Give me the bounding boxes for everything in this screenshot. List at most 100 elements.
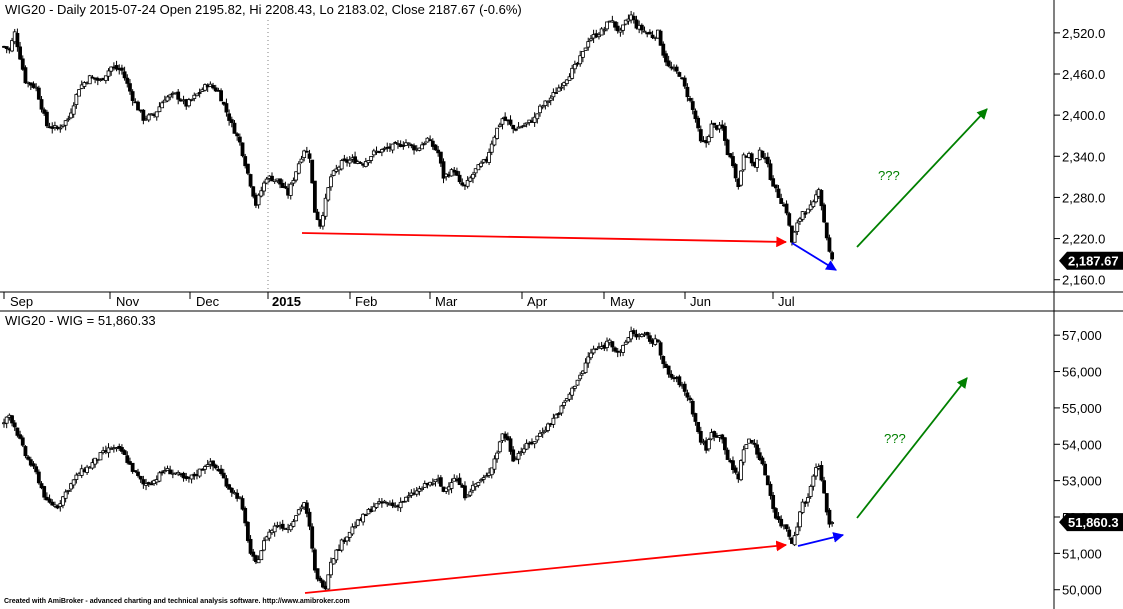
candle-body <box>211 460 215 467</box>
candle-body <box>34 86 39 89</box>
candle-body <box>535 435 540 441</box>
candle-body <box>784 203 789 214</box>
candle-body <box>61 124 65 127</box>
y-tick-label: 51,000 <box>1062 546 1102 561</box>
candle-body <box>23 446 28 457</box>
candle-body <box>712 122 717 125</box>
top-chart-title: WIG20 - Daily 2015-07-24 Open 2195.82, H… <box>5 2 522 17</box>
candle-body <box>503 116 508 121</box>
red-trend-line-bottom <box>304 540 788 594</box>
candle-body <box>71 479 76 486</box>
candle-body <box>827 237 832 252</box>
candle-body <box>546 423 550 431</box>
candle-body <box>741 449 746 463</box>
candle-body <box>476 164 481 171</box>
candle-body <box>361 513 366 523</box>
candle-body <box>187 99 191 107</box>
candle-body <box>733 164 738 179</box>
candle-body <box>237 136 242 143</box>
candle-body <box>605 340 609 348</box>
candle-body <box>674 66 679 72</box>
candle-body <box>723 437 727 451</box>
candle-body <box>245 521 250 541</box>
candle-body <box>345 536 349 542</box>
wig20-wig-ratio-panel[interactable] <box>2 326 835 591</box>
candle-body <box>20 58 25 70</box>
candle-body <box>460 182 465 186</box>
candle-body <box>141 479 146 485</box>
candle-body <box>288 524 293 531</box>
wig20-price-panel[interactable] <box>2 10 835 262</box>
candle-body <box>47 498 52 503</box>
candle-body <box>602 29 607 32</box>
candle-body <box>567 393 572 400</box>
y-tick-label: 53,000 <box>1062 474 1102 489</box>
candle-body <box>331 558 336 565</box>
candle-body <box>125 455 130 463</box>
candle-body <box>291 180 296 184</box>
price-axis-top: 2,520.0 2,460.0 2,400.0 2,340.0 2,280.0 2,220… <box>1054 26 1123 288</box>
candle-body <box>203 84 207 91</box>
candle-body <box>406 495 411 498</box>
candle-body <box>294 171 299 181</box>
candle-body <box>4 46 9 50</box>
candle-body <box>664 53 668 63</box>
candle-body <box>776 188 781 198</box>
candle-body <box>621 24 625 31</box>
candle-body <box>728 153 733 158</box>
candle-body <box>457 477 462 486</box>
candle-body <box>430 482 435 485</box>
candle-body <box>53 125 57 128</box>
candle-body <box>792 231 797 243</box>
candle-body <box>819 190 824 207</box>
candle-body <box>34 466 39 473</box>
candle-body <box>739 460 743 481</box>
candle-body <box>535 113 540 120</box>
candle-body <box>264 178 269 184</box>
y-tick-label: 55,000 <box>1062 401 1102 416</box>
candle-body <box>634 19 639 29</box>
candle-body <box>39 99 44 110</box>
candle-body <box>398 501 403 509</box>
candle-body <box>513 128 518 131</box>
candle-body <box>564 79 569 85</box>
annotations: ?????? <box>301 108 988 594</box>
candle-body <box>326 574 331 590</box>
candle-body <box>449 169 454 177</box>
candle-body <box>776 516 781 520</box>
candle-body <box>366 160 371 164</box>
candle-body <box>58 127 63 130</box>
candle-body <box>74 94 79 106</box>
candle-body <box>589 38 593 41</box>
candle-body <box>259 190 264 197</box>
candle-body <box>20 437 25 446</box>
candle-body <box>532 441 537 445</box>
candle-body <box>331 170 336 176</box>
y-tick-label: 56,000 <box>1062 365 1102 380</box>
candle-body <box>749 153 754 164</box>
candle-body <box>749 439 754 443</box>
candle-body <box>379 149 384 153</box>
candle-body <box>811 201 816 208</box>
candle-body <box>465 494 470 498</box>
question-marks: ??? <box>878 168 900 183</box>
candle-body <box>433 479 438 483</box>
y-tick-label: 50,000 <box>1062 583 1102 598</box>
candle-body <box>556 87 561 92</box>
candle-body <box>401 145 406 147</box>
candle-body <box>822 480 826 494</box>
candle-body <box>133 470 138 472</box>
price-axis-bottom: 57,00056,00055,00054,00053,00052,00051,0… <box>1054 328 1123 598</box>
candle-body <box>165 96 170 102</box>
candle-body <box>10 415 14 424</box>
candle-body <box>666 60 671 67</box>
candle-body <box>270 175 274 182</box>
candle-body <box>221 472 226 479</box>
candle-body <box>278 178 282 185</box>
bottom-chart-title: WIG20 - WIG = 51,860.33 <box>5 313 156 328</box>
candle-body <box>819 465 824 481</box>
candle-body <box>438 477 443 487</box>
y-tick-label: 2,280.0 <box>1062 190 1105 205</box>
candle-body <box>219 90 223 102</box>
